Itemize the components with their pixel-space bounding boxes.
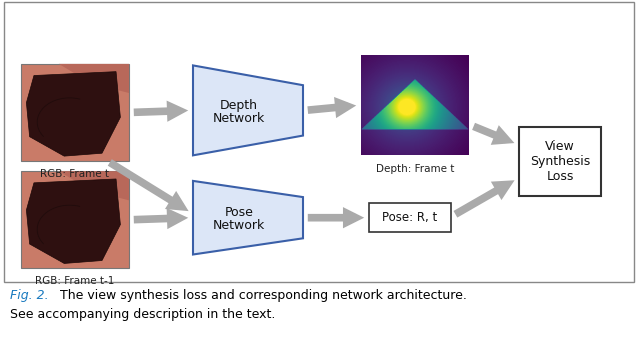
Polygon shape bbox=[26, 72, 120, 156]
Bar bbox=[21, 64, 129, 161]
Text: The view synthesis loss and corresponding network architecture.: The view synthesis loss and correspondin… bbox=[48, 289, 467, 302]
Text: Network: Network bbox=[213, 220, 266, 232]
Polygon shape bbox=[26, 179, 120, 263]
Text: View
Synthesis
Loss: View Synthesis Loss bbox=[530, 140, 590, 183]
Text: Depth: Frame t: Depth: Frame t bbox=[376, 164, 454, 173]
Polygon shape bbox=[193, 181, 303, 254]
Polygon shape bbox=[21, 171, 129, 200]
Text: Network: Network bbox=[213, 112, 266, 125]
Polygon shape bbox=[21, 64, 129, 93]
Polygon shape bbox=[193, 65, 303, 155]
Text: See accompanying description in the text.: See accompanying description in the text… bbox=[10, 308, 275, 321]
Text: RGB: Frame t: RGB: Frame t bbox=[40, 169, 109, 179]
Text: RGB: Frame t-1: RGB: Frame t-1 bbox=[35, 276, 115, 287]
Bar bbox=[21, 171, 129, 268]
Text: Pose: R, t: Pose: R, t bbox=[382, 211, 438, 224]
Text: Pose: Pose bbox=[225, 206, 253, 219]
Text: Depth: Depth bbox=[220, 99, 258, 112]
Bar bbox=[369, 203, 451, 232]
Text: Fig. 2.: Fig. 2. bbox=[10, 289, 49, 302]
Bar bbox=[519, 127, 601, 196]
